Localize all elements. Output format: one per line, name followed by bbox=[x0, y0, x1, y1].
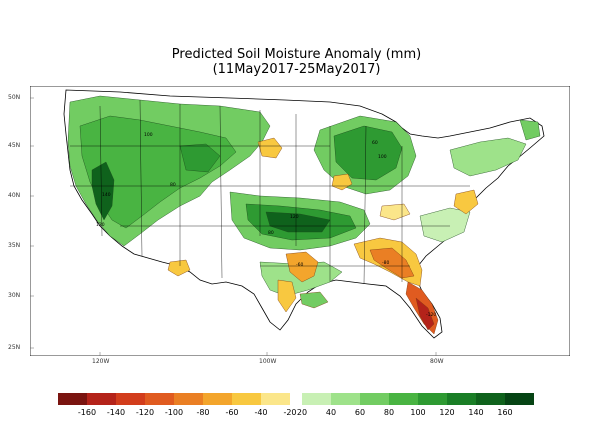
legend-swatch-wet bbox=[331, 393, 360, 405]
legend-swatch-dry bbox=[261, 393, 290, 405]
legend-swatch-wet bbox=[505, 393, 534, 405]
dry-anomaly-areas bbox=[167, 137, 479, 335]
svg-text:60: 60 bbox=[372, 140, 378, 146]
lat-label-25n: 25N bbox=[8, 344, 21, 351]
lon-label-120w: 120W bbox=[92, 358, 110, 365]
legend-swatch-wet bbox=[389, 393, 418, 405]
legend-label: -140 bbox=[106, 408, 126, 417]
legend-label: 20 bbox=[296, 408, 308, 417]
svg-text:80: 80 bbox=[170, 182, 176, 188]
contour-labels: 140 120 100 80 120 80 60 100 -80 -120 -60 bbox=[96, 132, 436, 318]
legend-label: -60 bbox=[225, 408, 239, 417]
svg-text:120: 120 bbox=[96, 222, 105, 228]
legend-swatch-wet bbox=[447, 393, 476, 405]
legend-swatch-wet bbox=[302, 393, 331, 405]
legend-label: 80 bbox=[383, 408, 395, 417]
legend-swatch-dry bbox=[58, 393, 87, 405]
svg-text:80: 80 bbox=[268, 230, 274, 236]
legend-swatch-dry bbox=[203, 393, 232, 405]
legend-swatch-wet bbox=[476, 393, 505, 405]
lat-label-50n: 50N bbox=[8, 94, 21, 101]
svg-text:-60: -60 bbox=[296, 262, 303, 268]
lat-label-45n: 45N bbox=[8, 142, 21, 149]
svg-text:140: 140 bbox=[102, 192, 111, 198]
legend-swatch-dry bbox=[232, 393, 261, 405]
legend-swatch-wet bbox=[360, 393, 389, 405]
legend-swatch-dry bbox=[116, 393, 145, 405]
lat-label-30n: 30N bbox=[8, 292, 21, 299]
soil-moisture-map: 140 120 100 80 120 80 60 100 -80 -120 -60 50N… bbox=[8, 85, 571, 365]
legend-label: 120 bbox=[439, 408, 455, 417]
map-svg: 140 120 100 80 120 80 60 100 -80 -120 -60 bbox=[29, 85, 571, 357]
legend-label: 100 bbox=[410, 408, 426, 417]
legend-swatch-dry bbox=[87, 393, 116, 405]
svg-text:100: 100 bbox=[378, 154, 387, 160]
svg-text:-80: -80 bbox=[382, 260, 389, 266]
lat-label-35n: 35N bbox=[8, 242, 21, 249]
legend-swatch-dry bbox=[145, 393, 174, 405]
lat-label-40n: 40N bbox=[8, 192, 21, 199]
lon-label-100w: 100W bbox=[259, 358, 277, 365]
legend-label: 60 bbox=[354, 408, 366, 417]
svg-text:100: 100 bbox=[144, 132, 153, 138]
legend-label: 160 bbox=[497, 408, 513, 417]
chart-title: Predicted Soil Moisture Anomaly (mm) bbox=[171, 47, 422, 62]
legend-label: -120 bbox=[135, 408, 155, 417]
legend-swatch-dry bbox=[174, 393, 203, 405]
legend-label: -80 bbox=[196, 408, 210, 417]
legend-label: -100 bbox=[164, 408, 184, 417]
legend-label: 40 bbox=[325, 408, 337, 417]
svg-text:120: 120 bbox=[290, 214, 299, 220]
graticule-ticks bbox=[30, 97, 437, 356]
legend-label: -160 bbox=[77, 408, 97, 417]
state-boundaries bbox=[70, 99, 470, 285]
legend-label: -40 bbox=[254, 408, 268, 417]
legend-label: -20 bbox=[283, 408, 297, 417]
chart-date-range: (11May2017-25May2017) bbox=[212, 62, 381, 77]
lon-label-80w: 80W bbox=[430, 358, 444, 365]
legend-swatch-wet bbox=[418, 393, 447, 405]
legend-label: 140 bbox=[468, 408, 484, 417]
svg-text:-120: -120 bbox=[426, 312, 436, 318]
